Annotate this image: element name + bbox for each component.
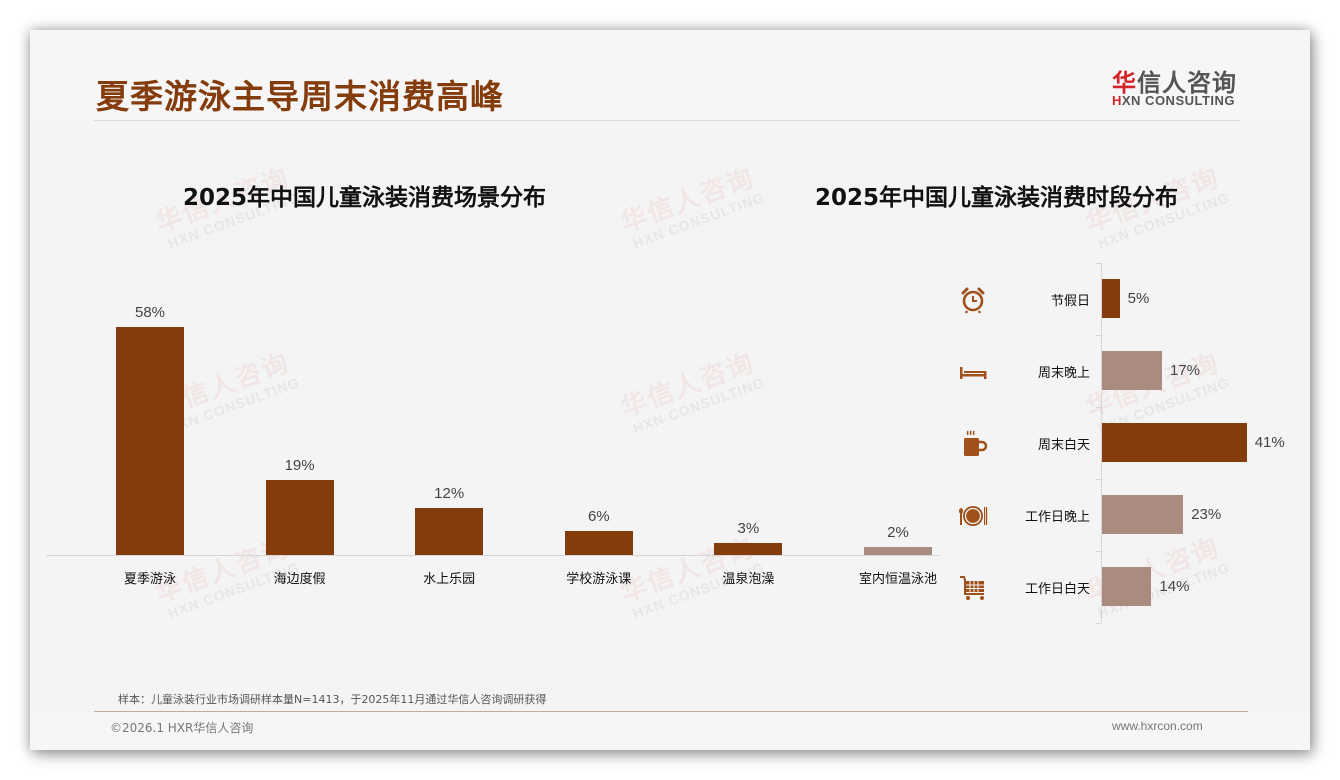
bar-value-label: 3% (737, 520, 760, 538)
bar[interactable] (714, 543, 783, 555)
category-label: 节假日 (1050, 294, 1090, 309)
bar-group: 2% 室内恒温泳池 (823, 270, 973, 610)
axis-tick (1096, 551, 1101, 552)
bar-value-label: 2% (887, 524, 909, 542)
bar-row: 周末白天 41% (950, 407, 1310, 479)
alarm-clock-icon (958, 285, 988, 315)
scene-chart-title: 2025年中国儿童泳装消费场景分布 (183, 185, 547, 211)
bar-group: 58% 夏季游泳 (75, 270, 225, 610)
page-title: 夏季游泳主导周末消费高峰 (96, 77, 504, 116)
bar[interactable] (415, 507, 484, 555)
bar-value-label: 58% (134, 304, 166, 322)
coffee-cup-icon (958, 429, 988, 459)
bar-group: 3% 温泉泡澡 (673, 270, 823, 610)
category-label: 温泉泡澡 (722, 572, 775, 587)
category-label: 室内恒温泳池 (858, 572, 937, 587)
bar-value-label: 12% (434, 484, 465, 502)
x-axis-line (46, 555, 940, 556)
bar-group: 19% 海边度假 (225, 270, 375, 610)
bar-row: 周末晚上 17% (950, 335, 1310, 407)
bar-value-label: 14% (1159, 578, 1190, 595)
bed-icon (958, 357, 988, 387)
dinner-plate-icon (958, 501, 988, 531)
axis-tick (1096, 623, 1101, 624)
category-label: 周末白天 (1037, 438, 1090, 453)
time-chart-title: 2025年中国儿童泳装消费时段分布 (815, 185, 1179, 211)
logo-chinese: 华信人咨询 (1112, 69, 1237, 97)
bar-value-label: 19% (284, 457, 315, 475)
category-label: 周末晚上 (1037, 366, 1090, 381)
category-label: 海边度假 (273, 572, 326, 587)
header-band (30, 30, 1310, 120)
bar-value-label: 6% (587, 508, 610, 526)
bar-row: 节假日 5% (950, 263, 1310, 335)
company-logo: 华信人咨询 HXN CONSULTING (1110, 63, 1242, 111)
bar-value-label: 17% (1170, 362, 1201, 379)
bar-value-label: 41% (1254, 434, 1285, 451)
time-bar-chart: 节假日 5% 周末晚上 17% 周末白天 41% 工作日晚上 23% 工作日白天 14% (950, 262, 1310, 624)
category-label: 学校游泳课 (566, 572, 632, 587)
bar[interactable] (1102, 279, 1120, 318)
category-label: 夏季游泳 (123, 572, 176, 587)
category-label: 工作日白天 (1024, 582, 1090, 597)
axis-tick (1096, 335, 1101, 336)
logo-english: HXN CONSULTING (1112, 93, 1236, 108)
scene-bar-chart: 58% 夏季游泳 19% 海边度假 12% 水上乐园 6% 学校游泳课 3% 温泉泡澡 2% 室内恒温… (46, 270, 942, 610)
bar[interactable] (1102, 495, 1184, 534)
footer-band (30, 712, 1310, 750)
axis-tick (1096, 407, 1101, 408)
bar[interactable] (1102, 423, 1247, 462)
bar-group: 6% 学校游泳课 (524, 270, 674, 610)
bar[interactable] (1102, 351, 1162, 390)
bar[interactable] (564, 531, 633, 555)
copyright: ©2026.1 HXR华信人咨询 (110, 721, 254, 735)
bar[interactable] (864, 547, 932, 555)
category-label: 工作日晚上 (1024, 510, 1090, 525)
category-label: 水上乐园 (423, 572, 476, 587)
bar[interactable] (116, 327, 184, 555)
bar-row: 工作日白天 14% (950, 551, 1310, 623)
footer-divider (94, 711, 1248, 712)
y-axis-line (1101, 263, 1102, 623)
bar-row: 工作日晚上 23% (950, 479, 1310, 551)
website-link[interactable]: www.hxrcon.com (1112, 719, 1203, 733)
sample-footnote: 样本：儿童泳装行业市场调研样本量N=1413，于2025年11月通过华信人咨询调… (118, 693, 547, 706)
bar[interactable] (265, 480, 334, 555)
bar[interactable] (1102, 567, 1152, 606)
header-divider (94, 120, 1240, 121)
slide-card: 华信人咨询 HXN CONSULTING 华信人咨询 HXN CONSULTING … (30, 30, 1310, 750)
bar-group: 12% 水上乐园 (374, 270, 524, 610)
axis-tick (1096, 263, 1101, 264)
bar-value-label: 23% (1191, 506, 1222, 523)
axis-tick (1096, 479, 1101, 480)
bar-value-label: 5% (1127, 290, 1150, 307)
shopping-cart-icon (958, 573, 988, 603)
